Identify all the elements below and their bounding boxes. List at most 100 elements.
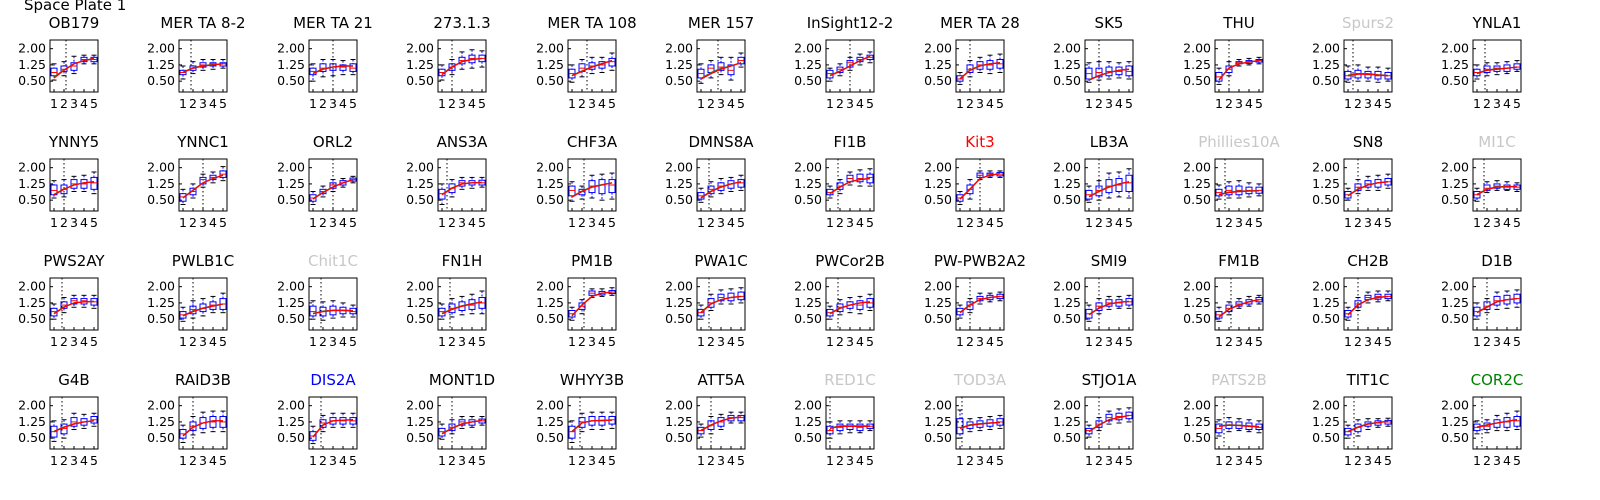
- fit-line: [441, 57, 483, 76]
- y-tick-label: 2.00: [536, 279, 564, 294]
- x-tick-label: 5: [1125, 215, 1133, 230]
- x-tick-label: 5: [737, 334, 745, 349]
- y-tick-label: 2.00: [406, 41, 434, 56]
- panel-title: MI1C: [1479, 133, 1516, 151]
- y-tick-label: 2.00: [148, 41, 176, 56]
- x-tick-label: 5: [478, 215, 486, 230]
- x-tick-label: 2: [1354, 453, 1362, 468]
- chart-panel: D1B 0.50 1.25 2.00 1 2 3 4 5: [1431, 248, 1556, 368]
- fit-line: [441, 181, 483, 196]
- chart-panel: Phillies10A 0.50 1.25 2.00 1 2 3 4 5: [1173, 129, 1298, 249]
- y-tick-label: 1.25: [924, 414, 952, 429]
- x-tick-label: 2: [1354, 96, 1362, 111]
- x-tick-label: 3: [588, 334, 596, 349]
- x-tick-label: 2: [578, 215, 586, 230]
- fit-line: [959, 62, 1000, 80]
- panel-title: FN1H: [442, 252, 483, 270]
- y-tick-label: 2.00: [1053, 398, 1081, 413]
- x-tick-label: 5: [996, 453, 1004, 468]
- x-tick-label: 4: [986, 215, 994, 230]
- box-1: [1344, 65, 1352, 83]
- box-3: [1364, 175, 1372, 191]
- box-5: [219, 166, 227, 182]
- x-tick-label: 1: [309, 215, 317, 230]
- y-tick-label: 1.25: [795, 414, 823, 429]
- x-tick-label: 1: [1085, 334, 1093, 349]
- x-tick-label: 5: [219, 96, 227, 111]
- x-tick-label: 4: [80, 334, 88, 349]
- chart-panel: FI1B 0.50 1.25 2.00 1 2 3 4 5: [784, 129, 909, 249]
- fit-line: [1088, 300, 1130, 316]
- y-tick-label: 2.00: [1442, 398, 1470, 413]
- x-tick-label: 3: [846, 215, 854, 230]
- box-3: [976, 170, 984, 181]
- x-tick-label: 1: [309, 453, 317, 468]
- y-tick-label: 2.00: [1183, 398, 1211, 413]
- box-1: [697, 187, 705, 203]
- x-tick-label: 2: [448, 453, 456, 468]
- axes-frame: [825, 396, 875, 450]
- x-tick-label: 2: [1483, 453, 1491, 468]
- box-5: [608, 287, 616, 296]
- x-tick-label: 2: [319, 215, 327, 230]
- box-1: [309, 300, 317, 320]
- box-1: [568, 306, 576, 321]
- panel-svg: FM1B 0.501.252.00 1 2 3 4 5: [1183, 252, 1264, 349]
- y-tick-label: 1.25: [1183, 414, 1211, 429]
- y-tick-label: 1.25: [1442, 57, 1470, 72]
- y-tick-label: 0.50: [148, 73, 176, 88]
- trend-line: [700, 181, 742, 199]
- y-tick-label: 2.00: [18, 160, 46, 175]
- panel-svg: D1B 0.501.252.00 1 2 3 4 5: [1442, 252, 1522, 349]
- box-1: [50, 63, 58, 81]
- x-tick-label: 1: [179, 96, 187, 111]
- y-tick-label: 2.00: [795, 398, 823, 413]
- box-5: [219, 292, 227, 314]
- y-tick-label: 1.25: [1183, 176, 1211, 191]
- y-tick-label: 1.25: [277, 176, 305, 191]
- x-tick-label: 5: [1125, 334, 1133, 349]
- x-tick-label: 4: [80, 215, 88, 230]
- x-tick-label: 1: [1473, 453, 1481, 468]
- x-tick-label: 2: [60, 334, 68, 349]
- y-tick-label: 0.50: [536, 73, 564, 88]
- y-tick-label: 0.50: [148, 430, 176, 445]
- x-tick-label: 4: [986, 334, 994, 349]
- chart-panel: RED1C 0.50 1.25 2.00 1 2 3 4 5: [784, 367, 909, 487]
- x-tick-label: 2: [1225, 96, 1233, 111]
- x-tick-label: 2: [836, 96, 844, 111]
- x-tick-label: 5: [349, 96, 357, 111]
- panel-title: DMNS8A: [688, 133, 754, 151]
- y-tick-label: 0.50: [924, 73, 952, 88]
- box-2: [578, 299, 586, 315]
- y-tick-label: 2.00: [924, 398, 952, 413]
- y-tick-label: 2.00: [924, 279, 952, 294]
- x-tick-label: 3: [458, 453, 466, 468]
- box-5: [1384, 173, 1392, 189]
- fit-line: [312, 309, 353, 315]
- fit-line: [1477, 66, 1518, 75]
- panel-svg: CHF3A 0.501.252.00 1 2 3 4 5: [536, 133, 618, 230]
- box-1: [956, 409, 964, 439]
- y-tick-label: 0.50: [406, 430, 434, 445]
- box-5: [996, 53, 1004, 73]
- x-tick-label: 3: [1235, 96, 1243, 111]
- x-tick-label: 1: [956, 453, 964, 468]
- x-tick-label: 2: [707, 96, 715, 111]
- y-tick-label: 2.00: [18, 41, 46, 56]
- box-iqr: [438, 188, 446, 200]
- panel-svg: SK5 0.501.252.00 1 2 3 4 5: [1053, 14, 1134, 111]
- x-tick-label: 5: [349, 334, 357, 349]
- panel-title: SK5: [1095, 14, 1124, 32]
- box-5: [90, 54, 98, 65]
- box-iqr: [598, 179, 606, 195]
- box-iqr: [70, 298, 78, 305]
- fit-line: [700, 181, 742, 199]
- x-tick-label: 3: [1364, 215, 1372, 230]
- box-5: [219, 410, 227, 433]
- x-tick-label: 3: [70, 334, 78, 349]
- y-tick-label: 1.25: [536, 57, 564, 72]
- box-1: [1215, 184, 1223, 200]
- y-tick-label: 0.50: [924, 430, 952, 445]
- x-tick-label: 1: [697, 215, 705, 230]
